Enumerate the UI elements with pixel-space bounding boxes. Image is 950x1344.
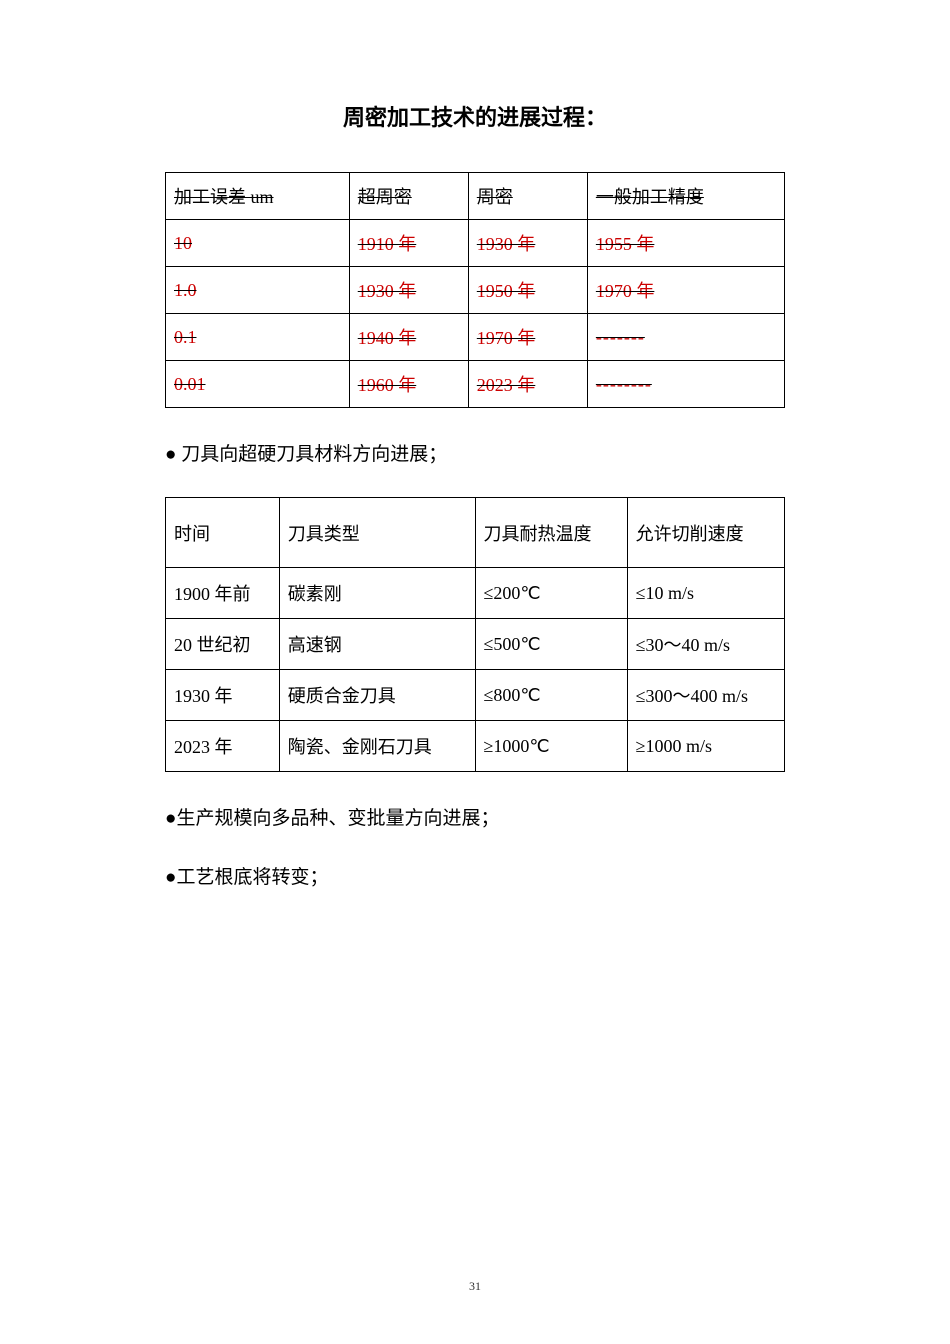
table1-cell: 1970 年 (587, 267, 784, 314)
table2-cell: 1930 年 (166, 670, 280, 721)
table2-cell: ≤500℃ (475, 619, 627, 670)
table2-cell: ≤800℃ (475, 670, 627, 721)
table1-cell: 0.1 (166, 314, 350, 361)
table1-cell: -------- (587, 361, 784, 408)
table2-header-3: 允许切削速度 (627, 498, 784, 568)
table2-cell: ≤10 m/s (627, 568, 784, 619)
table1-cell: 1.0 (166, 267, 350, 314)
table1-cell: 10 (166, 220, 350, 267)
table1-header-3: 一般加工精度 (587, 173, 784, 220)
table2-cell: 高速钢 (279, 619, 475, 670)
tool-table: 时间 刀具类型 刀具耐热温度 允许切削速度 1900 年前 碳素刚 ≤200℃ … (165, 497, 785, 772)
table2-cell: 硬质合金刀具 (279, 670, 475, 721)
page-number: 31 (469, 1279, 481, 1294)
table2-cell: ≤300～400 m/s (627, 670, 784, 721)
bullet-1: ● 刀具向超硬刀具材料方向进展； (165, 438, 785, 472)
table2-cell: 2023 年 (166, 721, 280, 772)
table2-cell: ≤200℃ (475, 568, 627, 619)
table1-cell: 1930 年 (468, 220, 587, 267)
table1-cell: 2023 年 (468, 361, 587, 408)
table2-cell: 20 世纪初 (166, 619, 280, 670)
table1-cell: 1940 年 (349, 314, 468, 361)
table2-header-1: 刀具类型 (279, 498, 475, 568)
table2-cell: ≥1000 m/s (627, 721, 784, 772)
page-title: 周密加工技术的进展过程： (165, 100, 785, 132)
table1-cell: 1970 年 (468, 314, 587, 361)
table2-cell: ≥1000℃ (475, 721, 627, 772)
table1-header-2: 周密 (468, 173, 587, 220)
table1-header-1: 超周密 (349, 173, 468, 220)
table1-cell: 0.01 (166, 361, 350, 408)
table2-header-0: 时间 (166, 498, 280, 568)
table1-header-0: 加工误差 um (166, 173, 350, 220)
table2-cell: ≤30～40 m/s (627, 619, 784, 670)
table2-cell: 陶瓷、金刚石刀具 (279, 721, 475, 772)
precision-table: 加工误差 um 超周密 周密 一般加工精度 10 1910 年 1930 年 1… (165, 172, 785, 408)
table1-cell: 1950 年 (468, 267, 587, 314)
table1-cell: 1960 年 (349, 361, 468, 408)
table1-cell: 1930 年 (349, 267, 468, 314)
table2-cell: 1900 年前 (166, 568, 280, 619)
bullet-3: ●工艺根底将转变； (165, 861, 785, 895)
table1-cell: 1955 年 (587, 220, 784, 267)
table2-cell: 碳素刚 (279, 568, 475, 619)
bullet-2: ●生产规模向多品种、变批量方向进展； (165, 802, 785, 836)
table1-cell: 1910 年 (349, 220, 468, 267)
table2-header-2: 刀具耐热温度 (475, 498, 627, 568)
table1-cell: ------- (587, 314, 784, 361)
